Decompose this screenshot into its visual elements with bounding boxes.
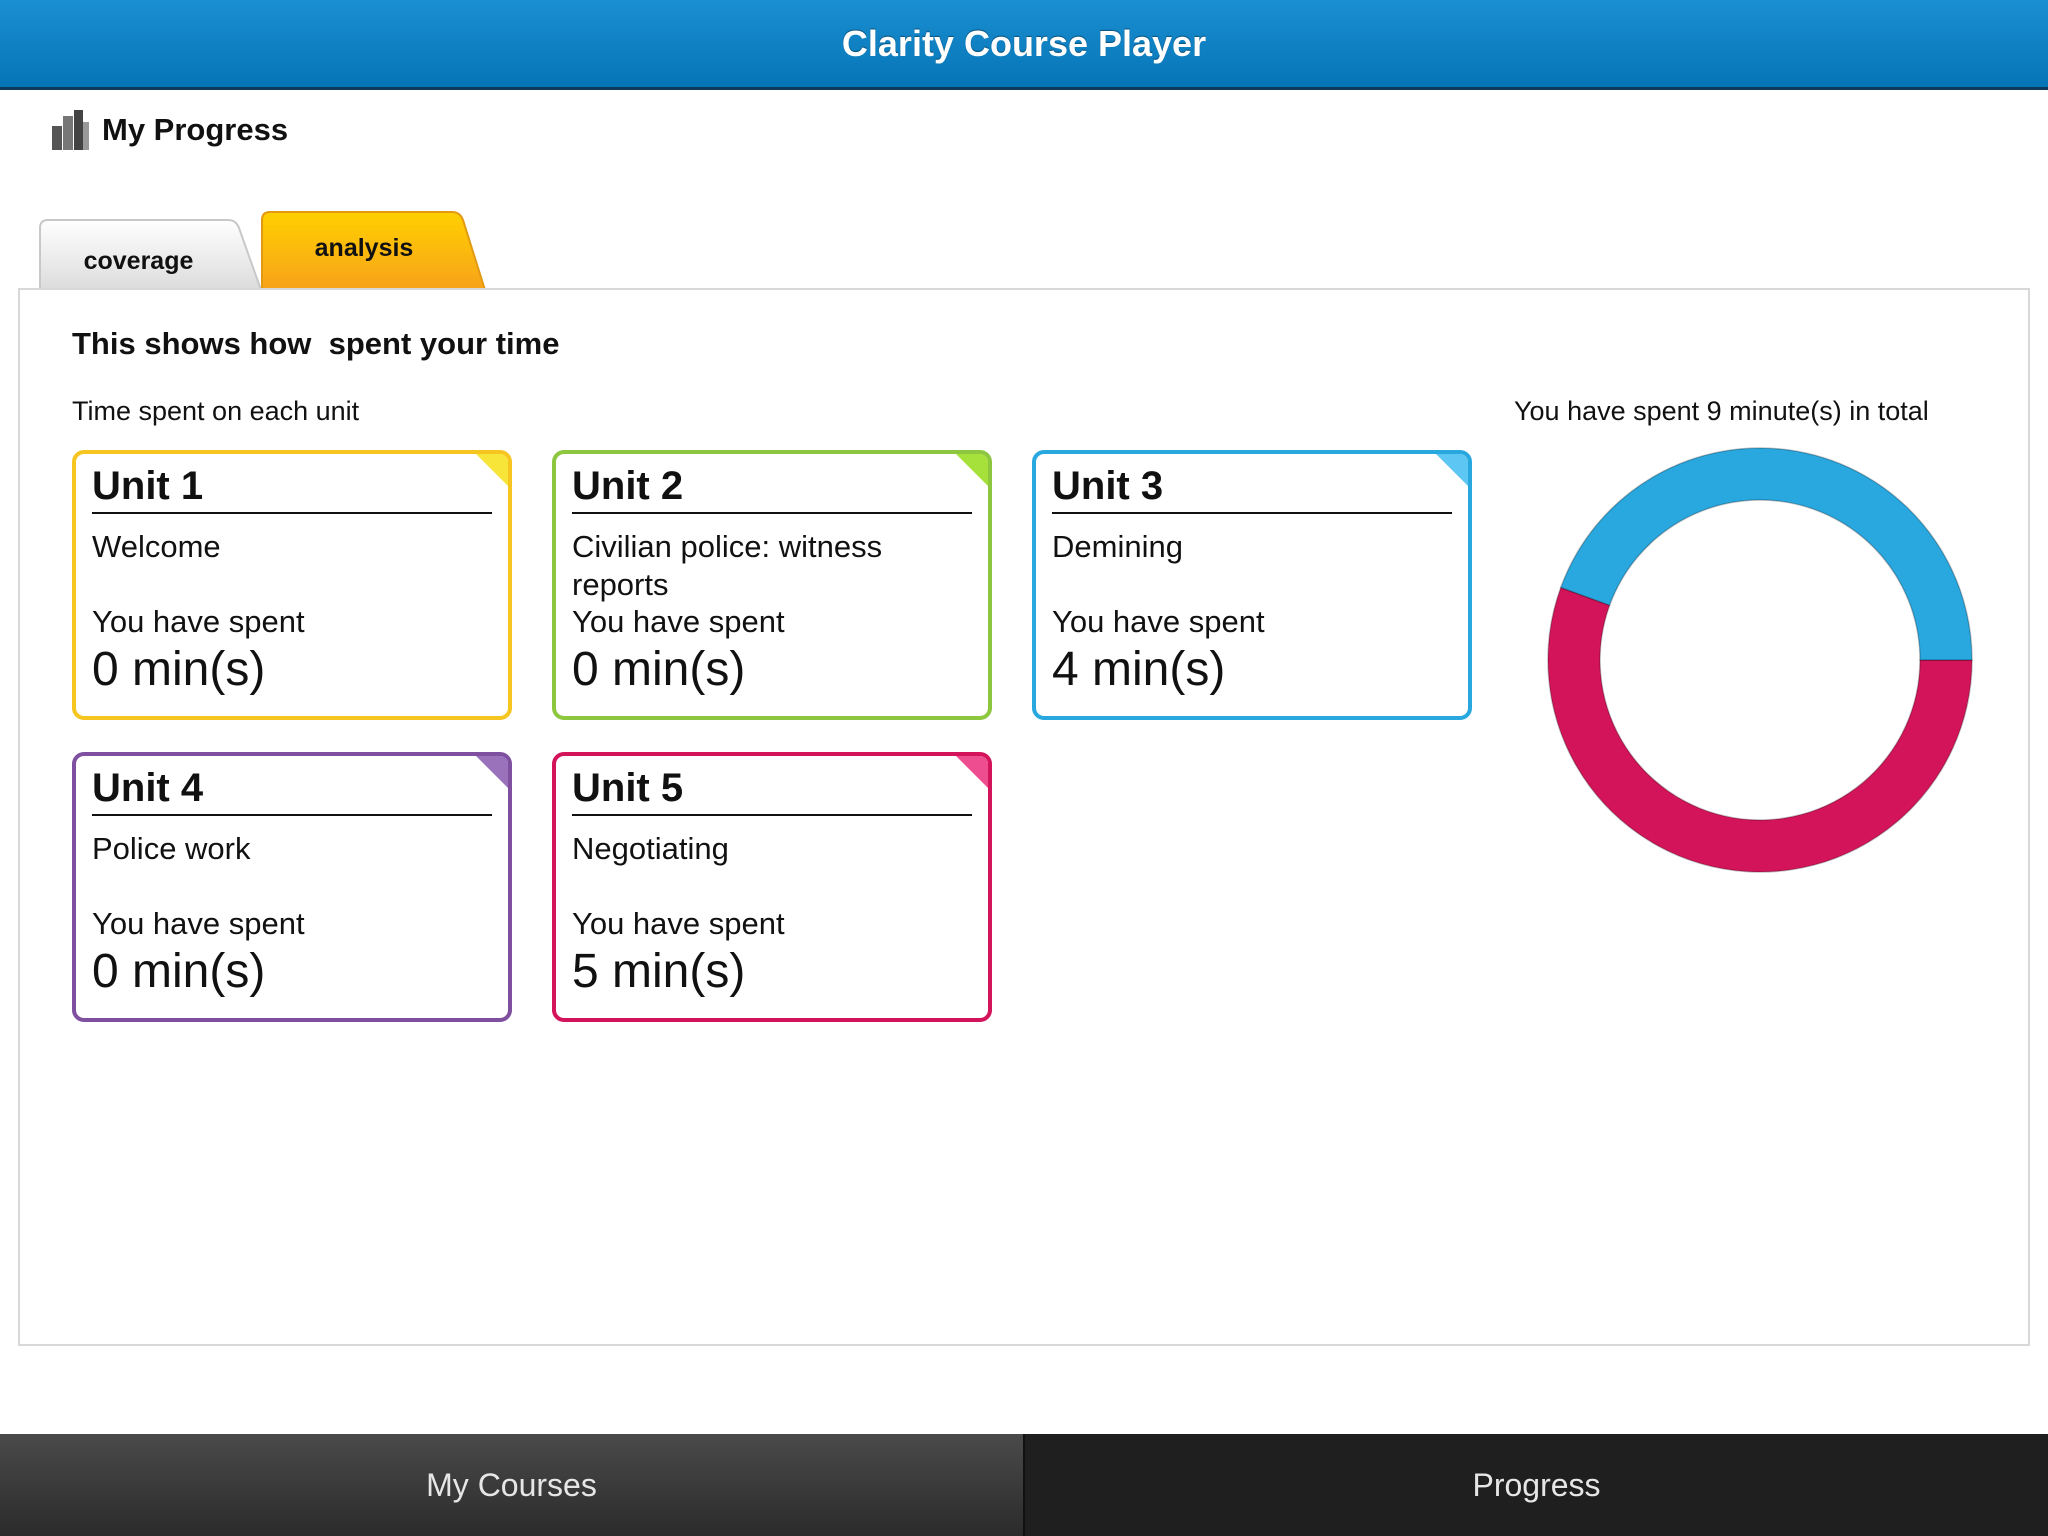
unit-title: Unit 1 xyxy=(92,464,492,514)
card-corner xyxy=(954,756,988,790)
unit-spent-label: You have spent xyxy=(92,906,305,941)
donut-slice-unit-3 xyxy=(1559,447,1973,661)
tab-analysis-shape xyxy=(261,211,486,290)
page-title: My Progress xyxy=(102,112,289,147)
tab-coverage-shape xyxy=(39,219,263,290)
nav-my-courses[interactable]: My Courses xyxy=(0,1434,1025,1536)
unit-spent-label: You have spent xyxy=(572,604,785,639)
unit-name: Police work xyxy=(92,831,251,866)
nav-progress[interactable]: Progress xyxy=(1025,1434,2048,1536)
card-corner xyxy=(474,756,508,790)
unit-name: Welcome xyxy=(92,529,221,564)
unit-name: Civilian police: witness reports xyxy=(572,529,883,602)
tab-coverage-label: coverage xyxy=(83,246,194,275)
unit-card-3[interactable]: Unit 3 Demining You have spent 4 min(s) xyxy=(1032,450,1472,720)
unit-title: Unit 3 xyxy=(1052,464,1452,514)
bar-chart-icon xyxy=(52,110,89,150)
card-corner xyxy=(474,454,508,488)
total-time-label: You have spent 9 minute(s) in total xyxy=(1514,396,1929,426)
donut-slice-unit-5 xyxy=(1547,586,1973,873)
unit-title: Unit 4 xyxy=(92,766,492,816)
tab-analysis-label: analysis xyxy=(314,233,414,262)
analysis-subheading: Time spent on each unit xyxy=(72,396,360,426)
unit-time: 0 min(s) xyxy=(92,945,266,998)
bottom-nav: My Courses Progress xyxy=(0,1434,2048,1536)
unit-name: Negotiating xyxy=(572,831,729,866)
unit-time: 0 min(s) xyxy=(572,643,746,696)
time-donut-chart xyxy=(1547,447,1973,873)
app-title: Clarity Course Player xyxy=(841,22,1207,64)
unit-card-5[interactable]: Unit 5 Negotiating You have spent 5 min(… xyxy=(552,752,992,1022)
unit-title: Unit 2 xyxy=(572,464,972,514)
tab-analysis[interactable]: analysis xyxy=(260,210,486,290)
unit-card-1[interactable]: Unit 1 Welcome You have spent 0 min(s) xyxy=(72,450,512,720)
analysis-heading: This shows how spent your time xyxy=(72,326,560,361)
unit-spent-label: You have spent xyxy=(92,604,305,639)
unit-card-4[interactable]: Unit 4 Police work You have spent 0 min(… xyxy=(72,752,512,1022)
unit-time: 0 min(s) xyxy=(92,643,266,696)
tab-coverage[interactable]: coverage xyxy=(38,218,263,290)
unit-time: 4 min(s) xyxy=(1052,643,1226,696)
card-corner xyxy=(1434,454,1468,488)
unit-name: Demining xyxy=(1052,529,1183,564)
page-header: My Progress xyxy=(50,108,288,152)
unit-time: 5 min(s) xyxy=(572,945,746,998)
title-bar: Clarity Course Player xyxy=(0,0,2048,90)
unit-title: Unit 5 xyxy=(572,766,972,816)
unit-card-2[interactable]: Unit 2 Civilian police: witness reports … xyxy=(552,450,992,720)
unit-spent-label: You have spent xyxy=(572,906,785,941)
analysis-panel: This shows how spent your time Time spen… xyxy=(18,288,2030,1346)
card-corner xyxy=(954,454,988,488)
unit-spent-label: You have spent xyxy=(1052,604,1265,639)
